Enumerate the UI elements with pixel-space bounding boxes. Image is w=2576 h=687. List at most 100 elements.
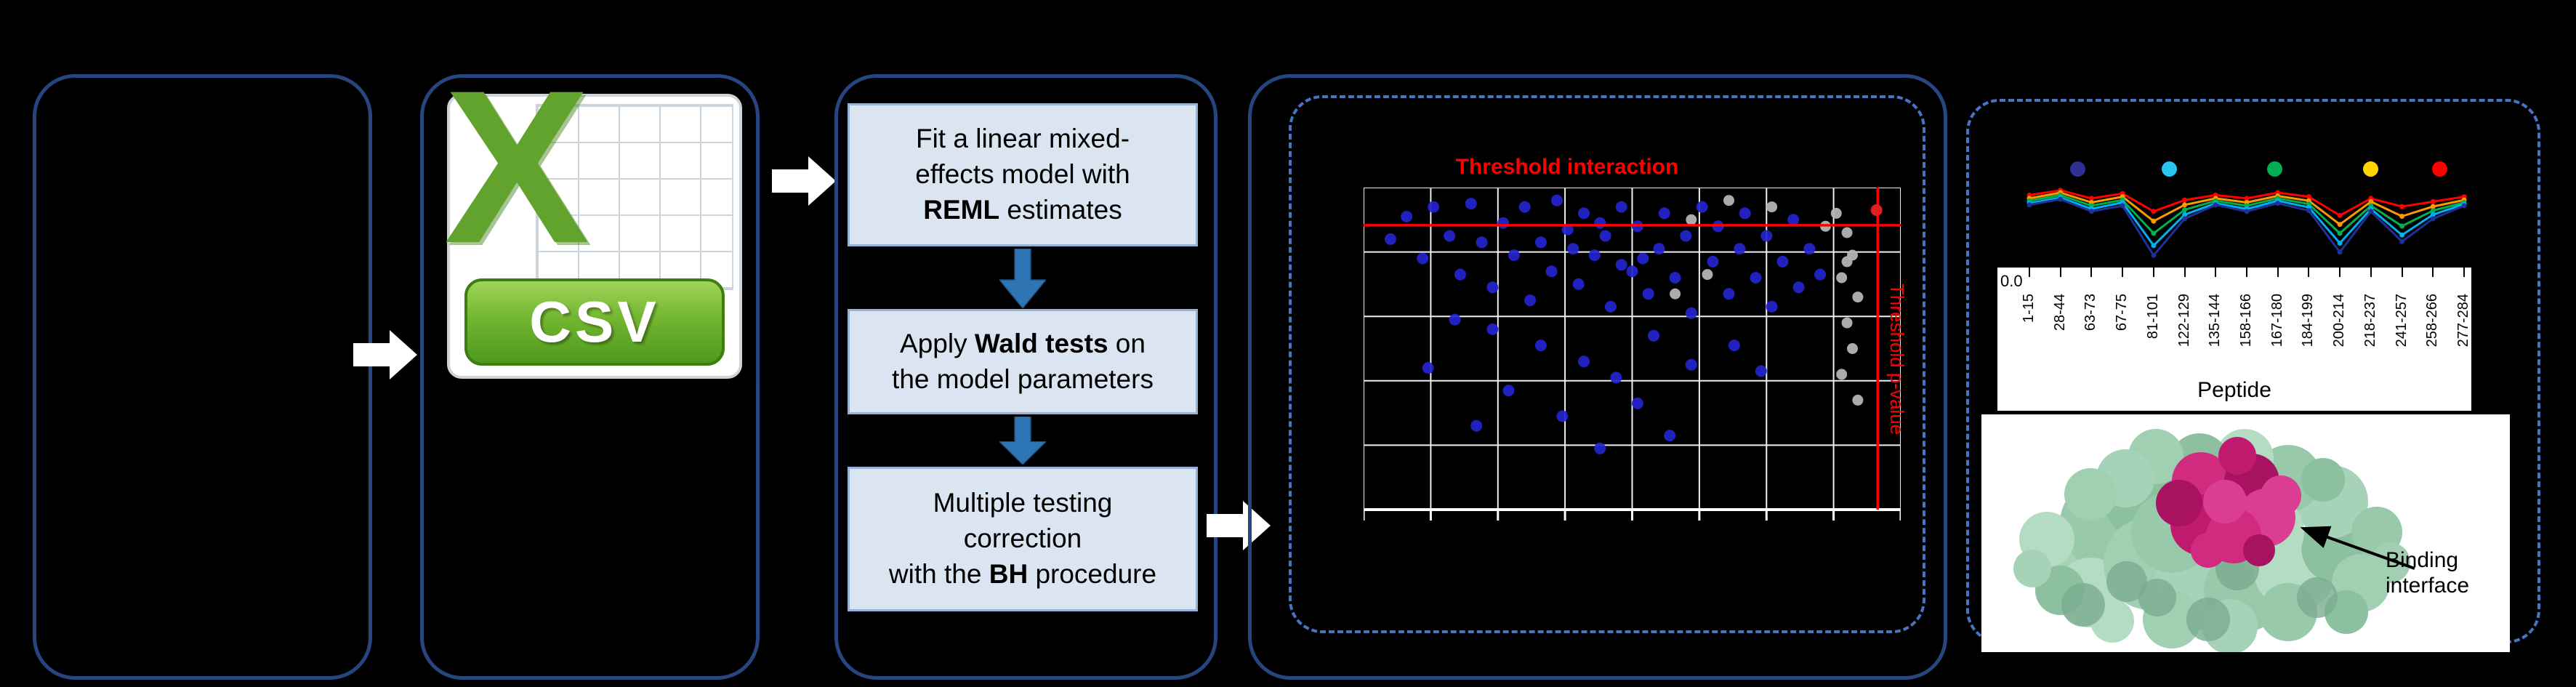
point-significant xyxy=(1776,255,1789,268)
point-significant xyxy=(1803,243,1816,255)
x-axis-tick xyxy=(2339,268,2341,277)
volcano-dashed-frame xyxy=(1289,95,1925,633)
point-significant xyxy=(1572,278,1585,290)
binding-arrow xyxy=(2300,526,2415,570)
timepoint-dot xyxy=(2069,161,2085,177)
point-significant xyxy=(1534,340,1547,352)
point-significant xyxy=(1680,230,1692,242)
peptide-range-label: 277-284 xyxy=(2455,294,2471,347)
point-significant xyxy=(1524,294,1537,307)
point-significant xyxy=(1814,268,1827,281)
process-box-reml: Fit a linear mixed-effects model with REM… xyxy=(848,103,1198,246)
point-significant xyxy=(1755,365,1767,377)
point-significant xyxy=(1486,323,1499,335)
uptake-series xyxy=(2026,188,2467,218)
point-not-significant xyxy=(1841,317,1853,329)
point-not-significant xyxy=(1841,227,1853,238)
point-significant xyxy=(1502,385,1515,397)
point-significant xyxy=(1669,272,1681,284)
peptide-range-label: 1-15 xyxy=(2021,294,2037,324)
point-significant xyxy=(1707,255,1719,268)
csv-banner-label: CSV xyxy=(529,289,660,354)
point-significant xyxy=(1626,265,1638,278)
point-significant xyxy=(1401,210,1413,222)
point-significant xyxy=(1792,281,1805,294)
point-not-significant xyxy=(1836,272,1848,284)
point-not-significant xyxy=(1836,369,1848,380)
binding-interface-label: Binding interface xyxy=(2386,548,2469,598)
panel-input xyxy=(33,74,372,680)
flow-arrow-1 xyxy=(353,330,417,379)
point-significant xyxy=(1534,236,1547,249)
x-axis-tick xyxy=(2277,268,2279,277)
point-significant xyxy=(1787,214,1800,226)
protein-binding-region xyxy=(2156,437,2301,568)
point-significant xyxy=(1578,355,1590,368)
point-significant xyxy=(1723,288,1735,300)
peptide-range-label: 167-180 xyxy=(2269,294,2285,347)
point-significant xyxy=(1465,198,1477,210)
x-axis-tick xyxy=(2432,268,2434,277)
point-significant xyxy=(1685,307,1697,319)
timepoint-dots xyxy=(2018,161,2476,177)
peptide-range-label: 135-144 xyxy=(2207,294,2223,347)
point-not-significant xyxy=(1686,214,1697,225)
panel-statistics xyxy=(834,74,1217,680)
x-axis-tick xyxy=(2183,268,2186,277)
point-significant xyxy=(1417,252,1429,265)
point-significant xyxy=(1631,397,1643,409)
excel-x-logo: X xyxy=(444,44,590,289)
point-significant xyxy=(1476,236,1488,249)
point-significant xyxy=(1578,207,1590,220)
protein-surface-image xyxy=(2013,429,2415,654)
point-significant xyxy=(1766,300,1778,313)
flow-arrow-3 xyxy=(1207,501,1271,550)
point-not-significant xyxy=(1852,292,1864,303)
volcano-threshold-pvalue-label: Threshold p-value xyxy=(1886,284,1908,435)
peptide-range-label: 63-73 xyxy=(2082,294,2099,332)
point-significant xyxy=(1486,281,1499,294)
point-significant xyxy=(1444,230,1456,242)
point-significant xyxy=(1653,243,1665,255)
peptide-range-label: 158-166 xyxy=(2238,294,2254,347)
peptide-range-label: 218-237 xyxy=(2362,294,2378,347)
timepoint-dot xyxy=(2363,161,2379,177)
point-significant xyxy=(1385,233,1396,245)
x-axis-tick xyxy=(2029,268,2030,277)
x-axis-tick xyxy=(2059,268,2061,277)
x-axis-tick xyxy=(2122,268,2124,277)
point-not-significant xyxy=(1702,269,1713,281)
protein-structure-panel: Binding interface xyxy=(1981,414,2510,654)
point-significant xyxy=(1615,201,1627,213)
volcano-plot xyxy=(1364,188,1901,521)
point-significant xyxy=(1567,243,1579,255)
point-significant xyxy=(1734,243,1746,255)
point-significant xyxy=(1728,340,1740,352)
x-axis-tick xyxy=(2215,268,2217,277)
point-significant xyxy=(1610,371,1622,384)
point-significant xyxy=(1637,252,1649,265)
process-box-bh: Multiple testing correction with the BH pr… xyxy=(848,467,1198,611)
x-axis-tick xyxy=(2090,268,2093,277)
point-not-significant xyxy=(1847,343,1858,354)
uptake-line-chart xyxy=(2026,188,2467,258)
point-significant xyxy=(1739,207,1751,220)
protein-green-surface xyxy=(2013,429,2410,654)
binding-label-line2: interface xyxy=(2386,573,2470,598)
point-significant xyxy=(1508,249,1520,261)
point-significant xyxy=(1422,362,1434,374)
panel-results-volcano xyxy=(1248,74,1947,680)
csv-file-icon: X CSV xyxy=(444,57,742,379)
point-not-significant xyxy=(1830,207,1842,219)
peptide-range-label: 67-75 xyxy=(2114,294,2130,332)
point-significant xyxy=(1518,201,1531,213)
peptide-range-label: 81-101 xyxy=(2144,294,2161,340)
point-significant xyxy=(1594,442,1606,454)
point-significant xyxy=(1615,259,1627,271)
peptide-range-label: 122-129 xyxy=(2175,294,2192,347)
point-significant xyxy=(1449,313,1461,326)
process-box-wald: Apply Wald tests on the model parameters xyxy=(848,309,1198,414)
peptide-range-label: 200-214 xyxy=(2331,294,2348,347)
x-axis xyxy=(1364,508,1901,521)
